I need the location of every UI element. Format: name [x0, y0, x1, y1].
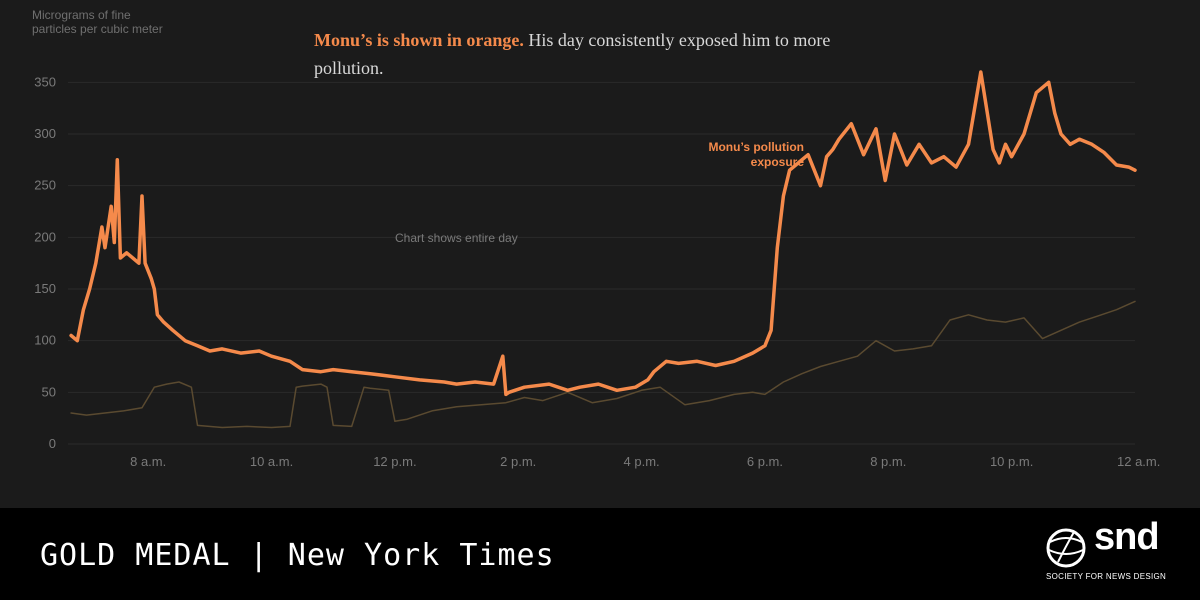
- comparison-exposure-line: [70, 300, 1136, 429]
- headline-highlight: Monu’s is shown in orange.: [314, 30, 524, 50]
- series-lines: [69, 70, 1137, 429]
- x-tick-label: 8 p.m.: [870, 454, 906, 469]
- y-tick-label: 300: [34, 126, 56, 141]
- gridlines: [68, 81, 1135, 445]
- award-text: GOLD MEDAL | New York Times: [40, 538, 555, 573]
- pollution-chart: 0 50 100 150 200 250 300 350 8 a.m. 10 a.m. 12 p.…: [34, 70, 1160, 469]
- x-tick-label: 6 p.m.: [747, 454, 783, 469]
- y-tick-label: 350: [34, 74, 56, 89]
- chart-headline: Monu’s is shown in orange. His day consi…: [314, 26, 854, 82]
- x-tick-label: 8 a.m.: [130, 454, 166, 469]
- x-tick-label: 4 p.m.: [624, 454, 660, 469]
- x-tick-label: 12 a.m.: [1117, 454, 1160, 469]
- chart-area: 0 50 100 150 200 250 300 350 8 a.m. 10 a.m. 12 p.…: [32, 8, 1161, 469]
- y-axis-label: Micrograms of fine particles per cubic m…: [32, 8, 163, 36]
- y-tick-label: 50: [42, 384, 56, 399]
- y-tick-label: 250: [34, 178, 56, 193]
- chart-note: Chart shows entire day: [395, 231, 518, 245]
- monu-exposure-line: [69, 70, 1137, 397]
- snd-logo-subtitle: SOCIETY FOR NEWS DESIGN: [1046, 572, 1167, 581]
- y-axis-ticks: 0 50 100 150 200 250 300 350: [34, 74, 56, 451]
- x-axis-ticks: 8 a.m. 10 a.m. 12 p.m. 2 p.m. 4 p.m. 6 p.m. 8 …: [130, 454, 1160, 469]
- y-tick-label: 150: [34, 281, 56, 296]
- x-tick-label: 10 a.m.: [250, 454, 293, 469]
- y-tick-label: 0: [49, 436, 56, 451]
- y-tick-label: 200: [34, 229, 56, 244]
- snd-logo-text: snd: [1094, 516, 1160, 558]
- headline-rest: His day consistently exposed him to more…: [314, 30, 831, 78]
- award-banner: GOLD MEDAL | New York Times snd SOCIETY …: [0, 508, 1200, 600]
- monu-series-label: Monu’s pollution exposure: [708, 140, 804, 169]
- x-tick-label: 12 p.m.: [373, 454, 416, 469]
- y-tick-label: 100: [34, 333, 56, 348]
- x-tick-label: 10 p.m.: [990, 454, 1033, 469]
- snd-globe-icon: [1046, 528, 1086, 568]
- x-tick-label: 2 p.m.: [500, 454, 536, 469]
